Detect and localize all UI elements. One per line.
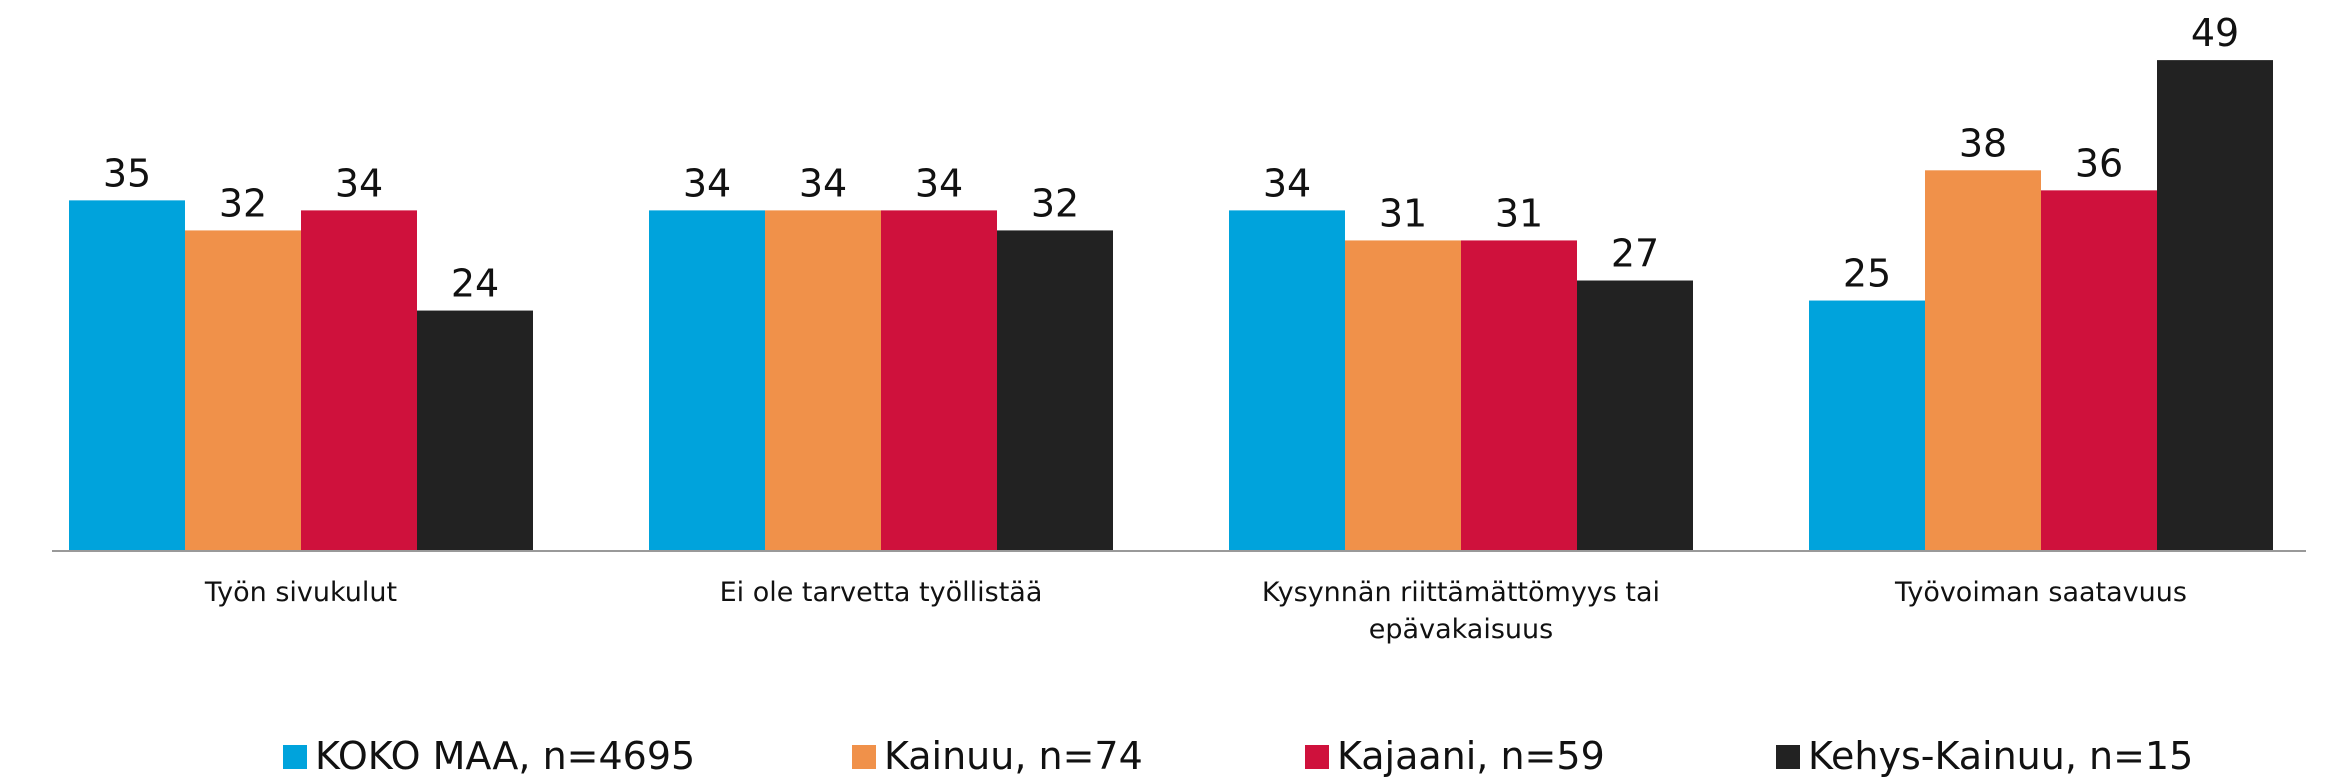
x-tick-label: Työvoiman saatavuus bbox=[1895, 577, 2187, 608]
legend-swatch bbox=[852, 745, 876, 769]
legend-swatch bbox=[1305, 745, 1329, 769]
data-label: 35 bbox=[103, 151, 151, 195]
legend-label: Kainuu, n=74 bbox=[884, 734, 1143, 778]
bar bbox=[301, 210, 417, 551]
bar bbox=[417, 310, 533, 551]
x-tick-label: Kysynnän riittämättömyys tai epävakaisuu… bbox=[1261, 577, 1661, 645]
x-tick-label: Työn sivukulut bbox=[204, 577, 398, 608]
legend-swatch bbox=[1776, 745, 1800, 769]
data-label: 32 bbox=[1031, 181, 1079, 225]
data-label: 34 bbox=[915, 161, 963, 205]
bar bbox=[1809, 300, 1925, 551]
legend-label: Kehys-Kainuu, n=15 bbox=[1808, 734, 2193, 778]
bar bbox=[649, 210, 765, 551]
data-label: 31 bbox=[1379, 191, 1427, 235]
data-label: 25 bbox=[1843, 252, 1891, 296]
bar bbox=[881, 210, 997, 551]
data-label: 31 bbox=[1495, 191, 1543, 235]
data-label: 34 bbox=[335, 161, 383, 205]
data-label: 34 bbox=[799, 161, 847, 205]
data-label: 24 bbox=[451, 262, 499, 306]
data-label: 34 bbox=[1263, 161, 1311, 205]
bar bbox=[69, 200, 185, 551]
bar bbox=[2157, 60, 2273, 551]
bar bbox=[1925, 170, 2041, 552]
bar bbox=[2041, 190, 2157, 551]
x-tick-label: Ei ole tarvetta työllistää bbox=[719, 577, 1043, 608]
bar bbox=[997, 230, 1113, 551]
data-label: 36 bbox=[2075, 141, 2123, 185]
legend-label: KOKO MAA, n=4695 bbox=[315, 734, 695, 778]
data-label: 34 bbox=[683, 161, 731, 205]
data-label: 27 bbox=[1611, 232, 1659, 276]
bar bbox=[1577, 280, 1693, 551]
data-label: 32 bbox=[219, 181, 267, 225]
bar bbox=[1345, 240, 1461, 551]
bar bbox=[765, 210, 881, 551]
data-label: 49 bbox=[2191, 11, 2239, 55]
bar bbox=[185, 230, 301, 551]
legend-swatch bbox=[283, 745, 307, 769]
bar bbox=[1461, 240, 1577, 551]
data-label: 38 bbox=[1959, 121, 2007, 165]
bar bbox=[1229, 210, 1345, 551]
legend-label: Kajaani, n=59 bbox=[1337, 734, 1605, 778]
